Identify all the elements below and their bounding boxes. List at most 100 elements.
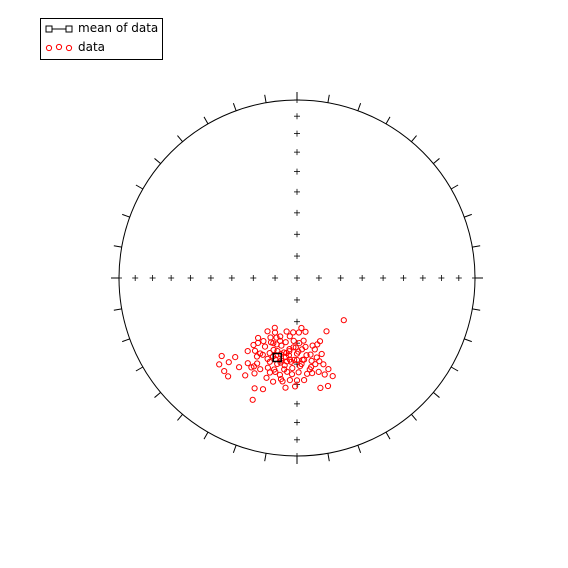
declination-tick — [385, 431, 391, 440]
declination-tick — [385, 116, 391, 125]
data-point — [251, 385, 258, 392]
plus-marker — [294, 419, 300, 426]
plus-marker — [294, 296, 300, 303]
plus-marker — [294, 453, 300, 459]
plus-marker — [294, 436, 300, 443]
declination-tick — [357, 445, 362, 453]
data-point — [293, 356, 301, 364]
declination-tick — [135, 184, 144, 190]
data-point — [321, 371, 328, 378]
data-point — [316, 358, 323, 365]
data-point — [259, 386, 267, 393]
data-point — [325, 366, 332, 373]
mean-marker-layer — [272, 352, 282, 363]
declination-tick — [177, 414, 183, 421]
declination-tick — [411, 135, 417, 142]
plus-marker — [294, 400, 300, 407]
declination-tick — [472, 245, 481, 248]
data-point — [282, 354, 289, 361]
declination-tick — [122, 213, 130, 218]
data-point — [290, 329, 297, 336]
data-point — [323, 328, 330, 335]
data-point — [324, 382, 332, 390]
square-marker-icon — [45, 25, 73, 33]
legend-item-mean: mean of data — [41, 20, 162, 38]
plus-marker — [359, 275, 366, 281]
data-point — [318, 350, 325, 358]
declination-tick — [232, 445, 237, 453]
data-point — [251, 347, 259, 354]
data-point — [257, 366, 264, 373]
plus-marker — [294, 113, 300, 120]
data-point — [266, 350, 273, 357]
data-point — [277, 337, 284, 344]
data-point — [279, 378, 286, 385]
declination-tick — [433, 392, 440, 398]
data-points — [216, 317, 347, 403]
declination-tick — [327, 453, 330, 462]
data-point — [290, 344, 297, 351]
circle-marker-icon — [45, 43, 73, 52]
data-point — [270, 346, 277, 354]
data-point — [298, 360, 305, 368]
plus-marker — [294, 209, 300, 216]
data-point — [242, 372, 249, 379]
declination-tick — [203, 116, 209, 125]
data-point — [264, 328, 271, 335]
plus-marker — [380, 275, 387, 281]
data-point — [218, 352, 225, 360]
declination-tick — [264, 453, 267, 462]
plus-marker — [294, 253, 300, 260]
data-point — [216, 361, 223, 368]
data-point — [266, 358, 273, 365]
data-point — [273, 341, 280, 348]
plus-marker — [419, 275, 426, 281]
data-point — [315, 368, 322, 375]
data-point — [254, 360, 261, 367]
data-point — [276, 371, 283, 378]
data-point — [251, 370, 258, 377]
plus-marker — [400, 275, 407, 281]
data-point — [295, 329, 302, 336]
plus-marker — [132, 275, 139, 281]
data-point — [286, 333, 293, 340]
data-point — [296, 340, 303, 347]
data-point — [221, 368, 228, 375]
legend-label-mean: mean of data — [78, 21, 159, 35]
data-point — [302, 328, 309, 335]
data-point — [244, 360, 251, 367]
data-point — [309, 370, 316, 377]
plus-marker — [455, 275, 462, 281]
plus-marker — [228, 275, 235, 281]
declination-tick — [113, 245, 122, 248]
data-point — [289, 365, 296, 372]
declination-tick — [122, 338, 130, 343]
plus-marker — [294, 231, 300, 238]
data-point — [283, 328, 290, 335]
plus-marker — [438, 275, 445, 281]
data-point — [313, 354, 320, 361]
data-point — [293, 377, 301, 384]
data-point — [282, 384, 289, 391]
data-point — [225, 359, 232, 366]
declination-tick — [203, 431, 209, 440]
data-point — [295, 369, 302, 376]
plus-marker — [294, 97, 300, 103]
data-point — [253, 353, 261, 360]
plus-marker — [294, 275, 300, 281]
legend-label-data: data — [78, 40, 106, 54]
data-point — [260, 338, 267, 345]
data-point — [271, 366, 278, 373]
data-point — [301, 356, 308, 363]
data-point — [261, 343, 269, 350]
plus-marker — [337, 275, 344, 281]
cross-markers — [116, 97, 478, 459]
data-point — [266, 369, 273, 376]
declination-tick — [154, 158, 161, 164]
plus-marker — [116, 275, 122, 281]
plus-marker — [250, 275, 257, 281]
data-point — [308, 357, 315, 364]
declination-tick — [327, 94, 330, 103]
data-point — [302, 343, 309, 350]
plus-marker — [149, 275, 156, 281]
